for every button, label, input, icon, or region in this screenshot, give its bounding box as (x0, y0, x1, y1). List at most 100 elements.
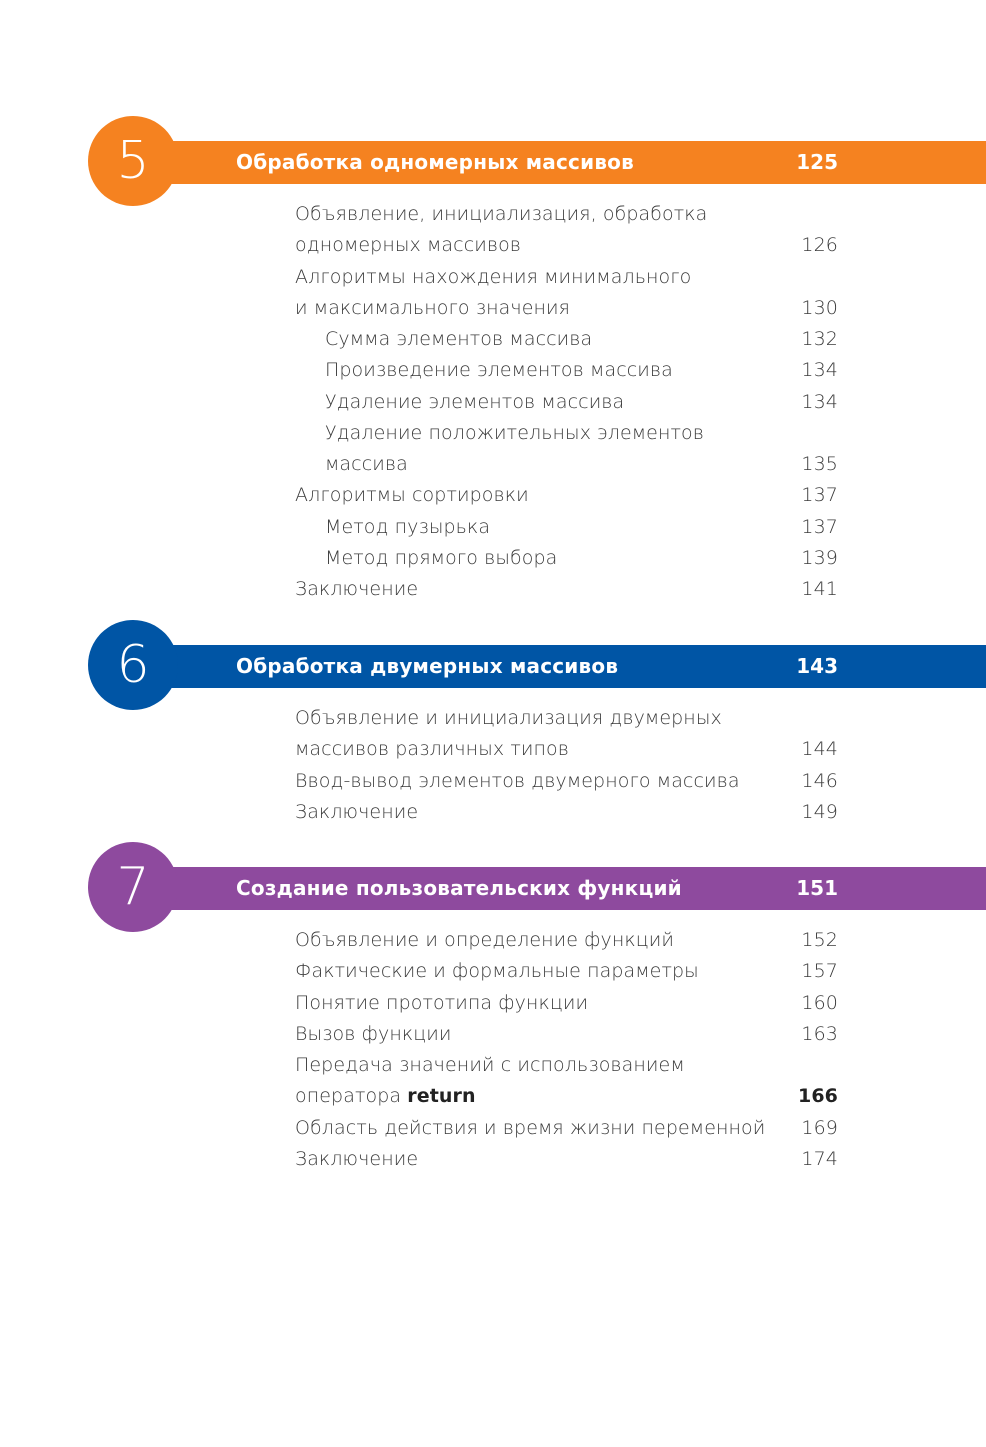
entry-page-number: 137 (801, 484, 838, 507)
entry-page-number: 135 (801, 453, 838, 475)
entry-page-number: 139 (801, 546, 838, 569)
entry-page-number: 160 (801, 991, 838, 1014)
entry-text: Произведение элементов массива (325, 359, 673, 382)
entry-page-number: 141 (801, 578, 838, 600)
chapter-number-badge: 7 (88, 842, 178, 932)
entry-page-number: 130 (801, 296, 838, 319)
entry-text: Объявление, инициализация, обработка (295, 203, 708, 225)
entry-text: и максимального значения (295, 296, 570, 319)
entry-title: Сумма элементов массива (325, 324, 592, 355)
entry-page-number: 166 (798, 1085, 838, 1108)
toc-entry-line[interactable]: Объявление, инициализация, обработка (0, 199, 986, 230)
toc-entry-line[interactable]: Заключение 174 (0, 1144, 986, 1175)
entry-title: Ввод-вывод элементов двумерного массива (295, 766, 740, 797)
entry-text: Объявление и определение функций (295, 929, 675, 951)
entry-title: оператора return (295, 1081, 476, 1112)
entry-page-number: 169 (801, 1116, 838, 1139)
entry-page-number: 174 (801, 1147, 838, 1170)
toc-entry-line[interactable]: Удаление элементов массива 134 (0, 387, 986, 418)
entry-text: Передача значений с использованием (295, 1054, 685, 1076)
entry-title: Метод пузырька (325, 512, 490, 543)
entry-title: Удаление элементов массива (325, 387, 624, 418)
toc-entry-line[interactable]: Алгоритмы сортировки 137 (0, 480, 986, 511)
entry-title: Передача значений с использованием (295, 1050, 685, 1081)
chapter-page-number: 143 (796, 654, 838, 678)
entry-title: Удаление положительных элементов (325, 418, 704, 449)
chapter-entries: Объявление и определение функций 152 Факти… (0, 925, 986, 1175)
chapter-entries: Объявление, инициализация, обработка одно… (0, 199, 986, 605)
toc-entry-line[interactable]: Произведение элементов массива 134 (0, 355, 986, 386)
entry-title: Вызов функции (295, 1019, 452, 1050)
entry-page-number: 132 (801, 328, 838, 350)
entry-title: Заключение (295, 1144, 418, 1175)
entry-text: массива (325, 453, 408, 475)
entry-page-number: 152 (801, 929, 838, 951)
toc-entry-line[interactable]: Ввод-вывод элементов двумерного массива 1… (0, 766, 986, 797)
entry-title: массива (325, 449, 408, 480)
toc-entry-line[interactable]: и максимального значения 130 (0, 293, 986, 324)
toc-entry-line[interactable]: Метод пузырька 137 (0, 512, 986, 543)
entry-text: Заключение (295, 578, 419, 600)
entry-title: Заключение (295, 797, 418, 828)
entry-text: Удаление элементов массива (325, 390, 625, 413)
entry-page-number: 157 (801, 960, 838, 983)
toc-entry-line[interactable]: Сумма элементов массива 132 (0, 324, 986, 355)
entry-text: Метод пузырька (325, 515, 491, 538)
entry-text: Сумма элементов массива (325, 328, 593, 350)
entry-title: Заключение (295, 574, 418, 605)
entry-title: Объявление и инициализация двумерных (295, 703, 722, 734)
toc-entry-line[interactable]: Заключение 141 (0, 574, 986, 605)
chapter-page-number: 151 (796, 876, 838, 900)
entry-title: Объявление и определение функций (295, 925, 674, 956)
toc-entry-line[interactable]: Метод прямого выбора 139 (0, 543, 986, 574)
toc-entry-line[interactable]: Алгоритмы нахождения минимального (0, 262, 986, 293)
entry-text: Удаление положительных элементов (325, 421, 704, 444)
chapter-number-badge: 5 (88, 116, 178, 206)
entry-page-number: 137 (801, 515, 838, 538)
entry-text: Понятие прототипа функции (295, 991, 589, 1014)
entry-text: Вызов функции (295, 1022, 452, 1045)
chapter-header-bar (150, 141, 986, 184)
entry-page-number: 144 (801, 738, 838, 761)
toc-entry-line[interactable]: массива 135 (0, 449, 986, 480)
chapter-header-bar (150, 867, 986, 910)
entry-title: Фактические и формальные параметры (295, 956, 699, 987)
entry-title: Алгоритмы сортировки (295, 480, 529, 511)
chapter-page-number: 125 (796, 150, 838, 174)
entry-title: Произведение элементов массива (325, 355, 673, 386)
entry-title: массивов различных типов (295, 734, 569, 765)
toc-entry-line[interactable]: Вызов функции 163 (0, 1019, 986, 1050)
entry-text: Ввод-вывод элементов двумерного массива (295, 769, 740, 792)
toc-entry-line[interactable]: Объявление и определение функций 152 (0, 925, 986, 956)
toc-entry-line[interactable]: Объявление и инициализация двумерных (0, 703, 986, 734)
chapter-title[interactable]: Обработка одномерных массивов (236, 150, 634, 174)
entry-text: одномерных массивов (295, 234, 522, 257)
entry-text: Алгоритмы нахождения минимального (295, 265, 692, 288)
toc-entry-line[interactable]: Область действия и время жизни переменно… (0, 1113, 986, 1144)
toc-entry-line[interactable]: Заключение 149 (0, 797, 986, 828)
toc-entry-line[interactable]: Передача значений с использованием (0, 1050, 986, 1081)
toc-entry-line[interactable]: Понятие прототипа функции 160 (0, 988, 986, 1019)
entry-text: массивов различных типов (295, 738, 569, 761)
chapter-header-bar (150, 645, 986, 688)
entry-page-number: 149 (801, 800, 838, 823)
entry-title: и максимального значения (295, 293, 570, 324)
entry-text: Область действия и время жизни переменно… (295, 1116, 766, 1139)
toc-entry-line[interactable]: Удаление положительных элементов (0, 418, 986, 449)
entry-title: Объявление, инициализация, обработка (295, 199, 707, 230)
toc-entry-line[interactable]: массивов различных типов 144 (0, 734, 986, 765)
entry-text: Фактические и формальные параметры (295, 960, 699, 983)
entry-text: Заключение (295, 800, 419, 823)
entry-title: Алгоритмы нахождения минимального (295, 262, 691, 293)
chapter-number-badge: 6 (88, 620, 178, 710)
entry-text: Заключение (295, 1147, 419, 1170)
toc-entry-line[interactable]: одномерных массивов 126 (0, 230, 986, 261)
toc-entry-line[interactable]: Фактические и формальные параметры 157 (0, 956, 986, 987)
chapter-title[interactable]: Обработка двумерных массивов (236, 654, 619, 678)
chapter-title[interactable]: Создание пользовательских функций (236, 876, 682, 900)
entry-page-number: 146 (801, 769, 838, 792)
entry-text: Метод прямого выбора (325, 546, 558, 569)
entry-page-number: 134 (801, 359, 838, 382)
entry-title: Метод прямого выбора (325, 543, 557, 574)
toc-entry-line[interactable]: оператора return 166 (0, 1081, 986, 1112)
